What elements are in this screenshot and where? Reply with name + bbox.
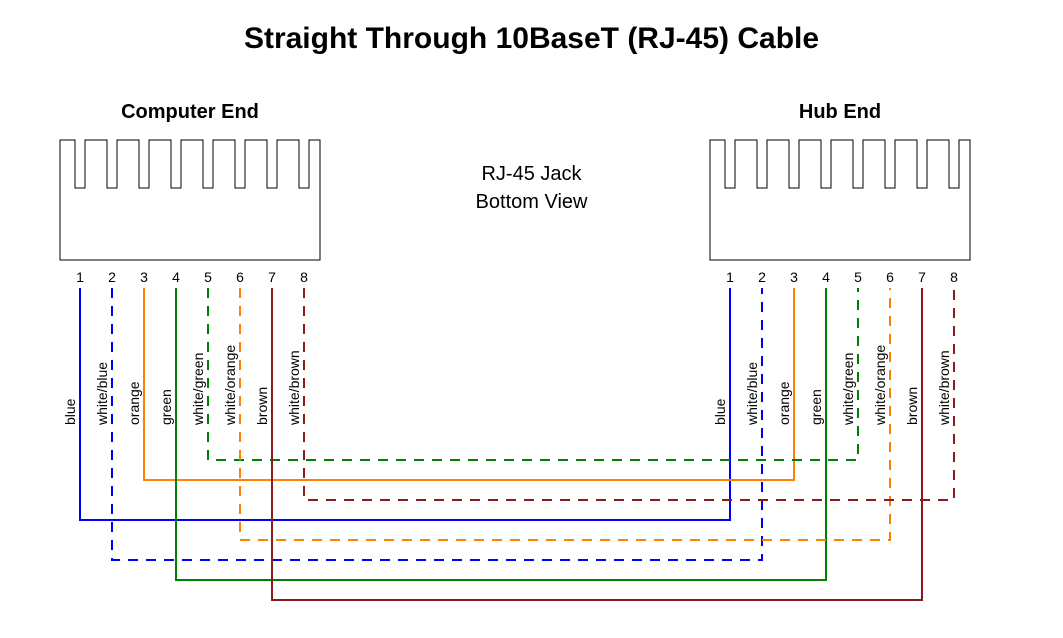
- wire-label-right-2: white/blue: [744, 362, 760, 426]
- pin-number-left-5: 5: [204, 269, 212, 285]
- wire-label-left-2: white/blue: [94, 362, 110, 426]
- pin-number-left-1: 1: [76, 269, 84, 285]
- wire-label-left-6: white/orange: [222, 345, 238, 426]
- pin-number-right-4: 4: [822, 269, 830, 285]
- center-label-1: RJ-45 Jack: [481, 163, 582, 185]
- pin-number-left-8: 8: [300, 269, 308, 285]
- wire-label-right-1: blue: [712, 398, 728, 425]
- wire-label-right-6: white/orange: [872, 345, 888, 426]
- wire-label-right-5: white/green: [840, 353, 856, 426]
- wire-label-left-5: white/green: [190, 353, 206, 426]
- wire-label-right-3: orange: [776, 381, 792, 425]
- center-label-2: Bottom View: [476, 191, 588, 213]
- wire-label-right-4: green: [808, 389, 824, 425]
- wire-label-left-7: brown: [254, 387, 270, 425]
- pin-number-right-2: 2: [758, 269, 766, 285]
- pin-number-left-4: 4: [172, 269, 180, 285]
- pin-number-left-6: 6: [236, 269, 244, 285]
- pin-number-right-8: 8: [950, 269, 958, 285]
- pin-number-left-3: 3: [140, 269, 148, 285]
- wire-label-left-1: blue: [62, 398, 78, 425]
- wire-label-left-8: white/brown: [286, 350, 302, 426]
- connector-left: [60, 140, 320, 260]
- pin-number-right-1: 1: [726, 269, 734, 285]
- pin-number-right-3: 3: [790, 269, 798, 285]
- wire-label-right-8: white/brown: [936, 350, 952, 426]
- pin-number-right-5: 5: [854, 269, 862, 285]
- wire-label-left-4: green: [158, 389, 174, 425]
- pin-number-left-2: 2: [108, 269, 116, 285]
- pin-number-left-7: 7: [268, 269, 276, 285]
- wire-label-right-7: brown: [904, 387, 920, 425]
- connector-right: [710, 140, 970, 260]
- right-end-label: Hub End: [799, 101, 881, 123]
- wire-label-left-3: orange: [126, 381, 142, 425]
- title: Straight Through 10BaseT (RJ-45) Cable: [244, 22, 819, 55]
- wiring-diagram: Straight Through 10BaseT (RJ-45) Cable Co…: [0, 0, 1063, 638]
- left-end-label: Computer End: [121, 101, 259, 123]
- pin-number-right-6: 6: [886, 269, 894, 285]
- pin-number-right-7: 7: [918, 269, 926, 285]
